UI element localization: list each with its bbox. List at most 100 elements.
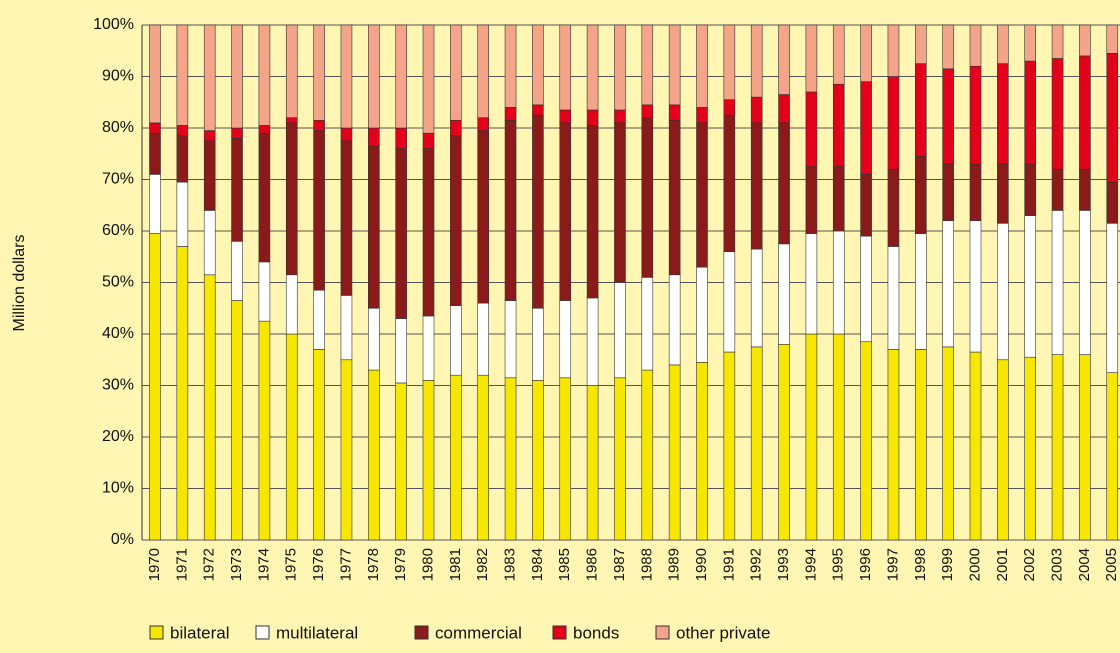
bar-segment bbox=[1051, 210, 1064, 355]
bar-segment bbox=[285, 24, 298, 118]
legend-label: multilateral bbox=[276, 623, 358, 642]
bar-segment bbox=[1079, 168, 1091, 211]
bar-segment bbox=[258, 261, 271, 322]
bar-segment bbox=[1106, 53, 1119, 183]
bar-segment bbox=[504, 107, 517, 121]
bar-segment bbox=[367, 369, 380, 541]
bar-segment bbox=[395, 24, 407, 129]
bar-segment bbox=[477, 374, 490, 541]
x-tick-label: 2002 bbox=[1021, 548, 1038, 581]
bar-segment bbox=[532, 24, 544, 106]
bar-segment bbox=[149, 122, 161, 134]
legend-swatch bbox=[255, 625, 270, 640]
bar-segment bbox=[668, 24, 681, 106]
bar-segment bbox=[832, 83, 845, 167]
legend-label: commercial bbox=[435, 623, 522, 642]
bar-segment bbox=[805, 24, 818, 93]
bar-segment bbox=[887, 246, 900, 350]
bar-segment bbox=[450, 135, 462, 306]
bar-segment bbox=[477, 24, 490, 118]
bar-segment bbox=[422, 132, 435, 149]
bar-segment bbox=[750, 24, 763, 98]
bar-segment bbox=[559, 24, 572, 111]
bar-segment bbox=[504, 119, 517, 301]
bar-segment bbox=[723, 251, 736, 353]
bar-segment bbox=[559, 122, 572, 301]
bar-segment bbox=[914, 233, 927, 350]
bar-segment bbox=[532, 104, 544, 116]
bar-segment bbox=[723, 24, 736, 100]
bar-segment bbox=[1024, 163, 1036, 216]
bar-segment bbox=[614, 109, 626, 124]
bar-segment bbox=[1106, 372, 1119, 541]
y-tick-label: 0% bbox=[111, 531, 134, 548]
bar-segment bbox=[750, 346, 763, 541]
y-tick-label: 10% bbox=[102, 480, 134, 497]
bar-segment bbox=[860, 24, 872, 82]
bar-segment bbox=[367, 127, 380, 147]
x-tick-label: 1973 bbox=[228, 548, 245, 581]
bar-segment bbox=[969, 24, 982, 67]
bar-segment bbox=[614, 282, 626, 379]
bar-segment bbox=[559, 300, 572, 379]
bar-segment bbox=[860, 81, 872, 175]
bar-segment bbox=[422, 380, 435, 541]
bar-segment bbox=[203, 140, 216, 211]
y-tick-label: 20% bbox=[102, 428, 134, 445]
bar-segment bbox=[805, 233, 818, 335]
bar-segment bbox=[203, 24, 216, 131]
bar-segment bbox=[969, 163, 982, 222]
bar-segment bbox=[696, 362, 708, 541]
bar-segment bbox=[149, 132, 161, 175]
y-tick-label: 90% bbox=[102, 68, 134, 85]
y-tick-label: 50% bbox=[102, 274, 134, 291]
bar-segment bbox=[914, 349, 927, 541]
bar-segment bbox=[313, 349, 325, 541]
bar-segment bbox=[477, 302, 490, 376]
bar-segment bbox=[641, 24, 654, 106]
bar-segment bbox=[559, 109, 572, 124]
bar-segment bbox=[1106, 181, 1119, 224]
bar-segment bbox=[258, 320, 271, 541]
bar-segment bbox=[532, 380, 544, 541]
y-tick-label: 70% bbox=[102, 171, 134, 188]
x-tick-label: 1978 bbox=[365, 548, 382, 581]
bar-segment bbox=[313, 289, 325, 350]
y-tick-label: 60% bbox=[102, 222, 134, 239]
bar-segment bbox=[1106, 24, 1119, 54]
bar-segment bbox=[532, 114, 544, 309]
bar-segment bbox=[149, 174, 161, 234]
bar-segment bbox=[723, 99, 736, 116]
y-axis-label: Million dollars bbox=[11, 235, 28, 332]
bar-segment bbox=[285, 274, 298, 335]
bar-segment bbox=[997, 359, 1009, 541]
bar-segment bbox=[942, 346, 954, 541]
bar-segment bbox=[668, 119, 681, 276]
legend-label: bilateral bbox=[170, 623, 230, 642]
bar-segment bbox=[340, 127, 353, 142]
bar-segment bbox=[1079, 55, 1091, 170]
bar-segment bbox=[231, 24, 243, 129]
bar-segment bbox=[1079, 210, 1091, 355]
bar-segment bbox=[696, 107, 708, 124]
bar-segment bbox=[914, 156, 927, 234]
x-tick-label: 1975 bbox=[283, 548, 300, 581]
bar-segment bbox=[477, 130, 490, 304]
bar-segment bbox=[641, 277, 654, 371]
bar-segment bbox=[1024, 215, 1036, 358]
bar-segment bbox=[778, 24, 790, 95]
legend-swatch bbox=[655, 625, 670, 640]
x-tick-label: 2003 bbox=[1049, 548, 1066, 581]
x-tick-label: 1999 bbox=[939, 548, 956, 581]
bar-segment bbox=[860, 235, 872, 343]
bar-segment bbox=[285, 117, 298, 124]
bar-segment bbox=[367, 307, 380, 371]
bar-segment bbox=[586, 385, 599, 541]
bar-segment bbox=[942, 163, 954, 222]
bar-segment bbox=[832, 230, 845, 335]
bar-segment bbox=[176, 24, 189, 126]
bar-segment bbox=[860, 174, 872, 237]
bar-segment bbox=[477, 117, 490, 131]
x-tick-label: 2005 bbox=[1103, 548, 1120, 581]
bar-segment bbox=[696, 266, 708, 363]
